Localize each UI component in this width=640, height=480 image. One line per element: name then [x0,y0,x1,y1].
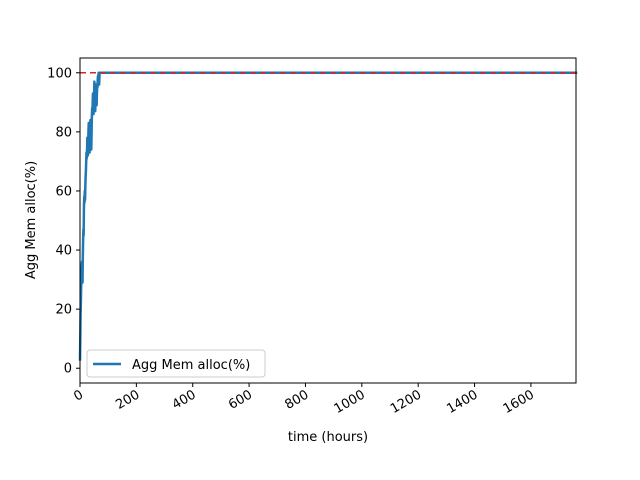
y-axis-label: Agg Mem alloc(%) [24,161,39,279]
x-tick-label: 1000 [332,387,368,417]
x-axis: 0 200 400 600 800 1000 1200 1400 1600 [71,383,537,417]
x-tick-label: 200 [113,387,142,412]
y-tick-label: 80 [55,125,72,140]
plot-background [80,58,576,383]
y-tick-label: 20 [55,303,72,318]
y-tick-label: 60 [55,184,72,199]
x-tick-label: 1600 [501,387,537,417]
y-tick-label: 0 [64,362,72,377]
legend: Agg Mem alloc(%) [86,349,266,378]
x-tick-label: 600 [226,387,255,412]
y-tick-label: 40 [55,244,72,259]
series-group [78,71,578,361]
x-tick-label: 1200 [388,387,424,417]
legend-label: Agg Mem alloc(%) [132,358,250,373]
x-axis-label: time (hours) [288,430,368,445]
plot-frame [79,57,577,384]
legend-box [86,349,266,378]
x-tick-label: 1400 [444,387,480,417]
x-tick-label: 0 [71,387,86,404]
x-tick-label: 400 [170,387,199,412]
x-tick-label: 800 [282,387,311,412]
series-line-0 [78,71,578,361]
y-axis: 0 20 40 60 80 100 [47,66,80,377]
y-tick-label: 100 [47,66,72,81]
